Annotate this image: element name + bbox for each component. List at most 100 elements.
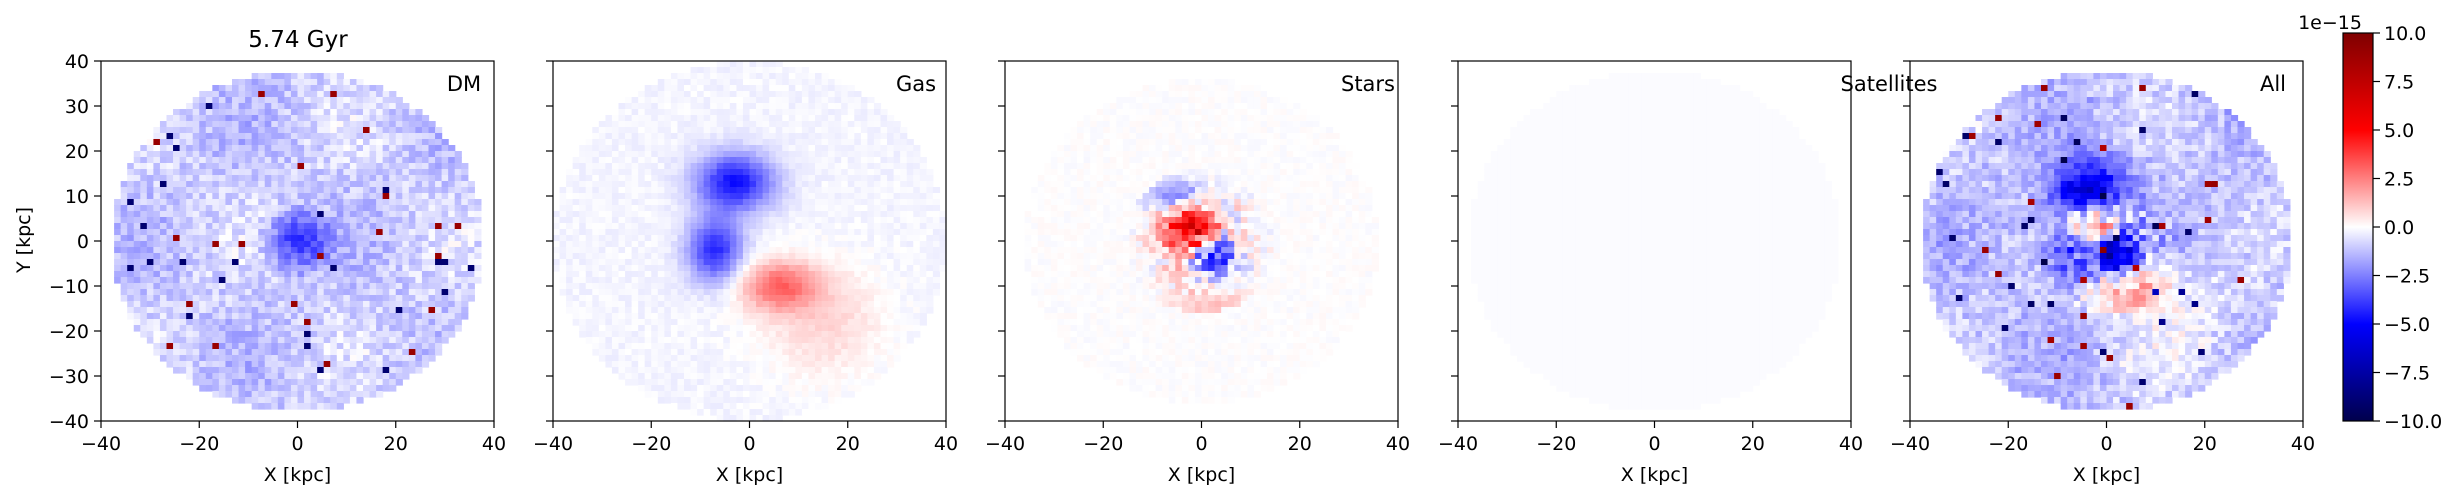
- heatmap-cell: [670, 331, 679, 338]
- heatmap-cell: [277, 151, 285, 158]
- heatmap-cell: [762, 349, 770, 356]
- heatmap-cell: [435, 223, 443, 230]
- heatmap-cell: [657, 289, 665, 296]
- heatmap-cell: [657, 91, 665, 98]
- heatmap-cell: [330, 85, 338, 92]
- heatmap-cell: [716, 295, 724, 302]
- heatmap-cell: [310, 73, 318, 80]
- heatmap-cell: [199, 229, 207, 236]
- heatmap-cell: [140, 259, 148, 266]
- heatmap-cell: [395, 289, 403, 296]
- heatmap-cell: [271, 247, 279, 254]
- heatmap-cell: [585, 229, 593, 236]
- heatmap-cell: [795, 223, 803, 230]
- heatmap-cell: [317, 73, 325, 80]
- heatmap-cell: [435, 301, 443, 308]
- heatmap-cell: [232, 127, 240, 134]
- heatmap-cell: [343, 241, 351, 248]
- heatmap-cell: [251, 157, 259, 164]
- heatmap-cell: [841, 241, 849, 248]
- heatmap-cell: [828, 367, 836, 374]
- heatmap-cell: [238, 91, 246, 98]
- heatmap-cell: [120, 187, 128, 194]
- heatmap-cell: [598, 139, 606, 146]
- heatmap-cell: [782, 283, 790, 290]
- heatmap-cell: [775, 325, 783, 332]
- heatmap-cell: [192, 103, 200, 110]
- heatmap-cell: [854, 193, 862, 200]
- heatmap-cell: [611, 265, 620, 272]
- heatmap-cell: [834, 253, 842, 260]
- heatmap-cell: [146, 301, 154, 308]
- heatmap-cell: [310, 211, 318, 218]
- heatmap-cell: [788, 289, 796, 296]
- heatmap-cell: [638, 181, 646, 188]
- heatmap-cell: [729, 307, 737, 314]
- heatmap-cell: [349, 283, 358, 290]
- heatmap-cell: [729, 373, 737, 380]
- heatmap-cell: [736, 385, 744, 392]
- heatmap-cell: [585, 169, 593, 176]
- heatmap-cell: [173, 199, 181, 206]
- heatmap-cell: [238, 349, 246, 356]
- heatmap-cell: [330, 151, 338, 158]
- heatmap-cell: [553, 259, 561, 266]
- heatmap-cell: [428, 247, 436, 254]
- heatmap-cell: [290, 229, 299, 236]
- heatmap-cell: [828, 139, 836, 146]
- heatmap-cell: [159, 157, 168, 164]
- heatmap-cell: [651, 127, 659, 134]
- heatmap-cell: [729, 403, 737, 410]
- heatmap-cell: [860, 211, 868, 218]
- heatmap-cell: [815, 223, 823, 230]
- heatmap-cell: [205, 151, 213, 158]
- heatmap-cell: [225, 193, 233, 200]
- heatmap-cell: [336, 379, 344, 386]
- heatmap-cell: [657, 277, 665, 284]
- heatmap-cell: [192, 139, 200, 146]
- heatmap-cell: [729, 217, 737, 224]
- heatmap-cell: [421, 313, 430, 320]
- heatmap-cell: [821, 331, 829, 338]
- heatmap-cell: [304, 349, 312, 356]
- heatmap-cell: [225, 301, 233, 308]
- heatmap-cell: [245, 319, 253, 326]
- heatmap-cell: [323, 79, 331, 86]
- heatmap-cell: [336, 367, 344, 374]
- heatmap-cell: [317, 175, 325, 182]
- heatmap-cell: [854, 199, 862, 206]
- heatmap-cell: [585, 271, 593, 278]
- heatmap-cell: [349, 115, 358, 122]
- heatmap-cell: [821, 217, 829, 224]
- heatmap-cell: [592, 331, 600, 338]
- heatmap-cell: [127, 277, 135, 284]
- heatmap-cell: [232, 217, 240, 224]
- heatmap-cell: [251, 127, 259, 134]
- heatmap-cell: [297, 403, 305, 410]
- heatmap-cell: [703, 67, 711, 74]
- heatmap-cell: [592, 181, 600, 188]
- heatmap-cell: [762, 361, 770, 368]
- heatmap-cell: [238, 223, 246, 230]
- heatmap-cell: [428, 271, 436, 278]
- heatmap-cell: [828, 217, 836, 224]
- heatmap-cell: [323, 97, 331, 104]
- heatmap-cell: [153, 271, 161, 278]
- heatmap-cell: [847, 337, 855, 344]
- heatmap-cell: [330, 277, 338, 284]
- heatmap-cell: [290, 175, 299, 182]
- heatmap-cell: [382, 205, 390, 212]
- heatmap-cell: [297, 235, 305, 242]
- heatmap-cell: [205, 169, 213, 176]
- heatmap-cell: [369, 289, 377, 296]
- heatmap-cell: [808, 133, 816, 140]
- heatmap-cell: [376, 391, 384, 398]
- heatmap-cell: [631, 169, 639, 176]
- heatmap-cell: [821, 361, 829, 368]
- heatmap-cell: [153, 235, 161, 242]
- heatmap-cell: [756, 121, 764, 128]
- heatmap-cell: [454, 217, 462, 224]
- heatmap-cell: [664, 253, 672, 260]
- heatmap-cell: [264, 373, 272, 380]
- heatmap-cell: [677, 349, 685, 356]
